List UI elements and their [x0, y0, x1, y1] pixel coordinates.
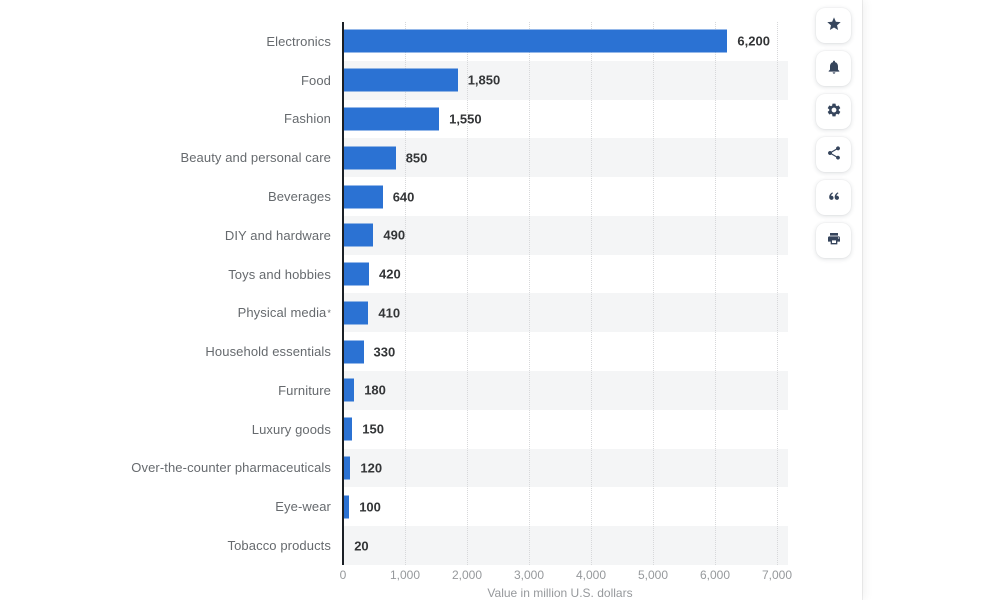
plot-cell: 420 [343, 255, 788, 294]
value-label: 330 [373, 344, 396, 360]
chart-row: Food 1,850 [0, 60, 788, 100]
y-axis-line [342, 22, 344, 565]
bar [343, 340, 364, 364]
x-axis-tick: 1,000 [389, 568, 421, 582]
value-label: 20 [354, 538, 369, 554]
plot-cell: 490 [343, 215, 788, 255]
bar [343, 417, 353, 441]
category-label: Beauty and personal care [180, 150, 331, 166]
plot-cell: 1,850 [343, 60, 788, 100]
chart-row: Household essentials 330 [0, 332, 788, 371]
x-axis-tick: 6,000 [699, 568, 731, 582]
favorite-button[interactable] [816, 8, 851, 43]
bar [343, 223, 374, 247]
action-toolbar [816, 8, 851, 266]
plot-cell: 640 [343, 177, 788, 216]
category-label: Fashion [284, 111, 331, 127]
chart-panel: Electronics 6,200 Food 1,850 Fashion 1,550 Bea… [0, 22, 862, 600]
value-label: 490 [383, 227, 406, 243]
bar [343, 262, 369, 286]
plot-cell: 1,550 [343, 100, 788, 139]
plot-cell: 410 [343, 293, 788, 333]
bar-chart: Electronics 6,200 Food 1,850 Fashion 1,550 Bea… [0, 22, 862, 600]
chart-row: Tobacco products 20 [0, 526, 788, 565]
value-label: 150 [362, 421, 384, 437]
chart-row: Furniture 180 [0, 371, 788, 410]
x-axis-tick: 4,000 [575, 568, 607, 582]
bar [343, 29, 728, 53]
x-axis-ticks: 0 1,000 2,000 3,000 4,000 5,000 6,000 7,000 [0, 568, 862, 584]
category-label: Furniture [278, 382, 331, 398]
x-axis-tick: 0 [339, 568, 347, 582]
x-axis-tick: 2,000 [451, 568, 483, 582]
gear-icon [826, 102, 842, 121]
chart-row: Luxury goods 150 [0, 410, 788, 449]
value-label: 1,550 [449, 111, 482, 127]
category-label: Tobacco products [227, 538, 331, 554]
bar [343, 456, 351, 480]
value-label: 640 [392, 189, 415, 205]
chart-rows: Electronics 6,200 Food 1,850 Fashion 1,550 Bea… [0, 22, 788, 565]
category-label: Eye-wear [275, 499, 331, 515]
chart-row: Physical media * 410 [0, 293, 788, 333]
plot-cell: 20 [343, 526, 788, 565]
plot-cell: 180 [343, 371, 788, 410]
alerts-button[interactable] [816, 51, 851, 86]
bell-icon [826, 59, 842, 78]
value-label: 120 [360, 460, 383, 476]
x-axis-tick: 5,000 [637, 568, 669, 582]
plot-cell: 120 [343, 448, 788, 488]
cite-button[interactable] [816, 180, 851, 215]
bar [343, 146, 396, 170]
category-label: Beverages [267, 189, 331, 205]
chart-row: Toys and hobbies 420 [0, 255, 788, 294]
value-label: 6,200 [737, 33, 770, 49]
print-button[interactable] [816, 223, 851, 258]
plot-cell: 150 [343, 410, 788, 449]
category-label: Physical media * [237, 305, 331, 321]
value-label: 1,850 [467, 72, 501, 88]
plot-cell: 100 [343, 487, 788, 526]
bar [343, 107, 440, 131]
value-label: 410 [378, 305, 401, 321]
chart-row: Electronics 6,200 [0, 22, 788, 61]
chart-row: Fashion 1,550 [0, 100, 788, 139]
chart-row: DIY and hardware 490 [0, 215, 788, 255]
plot-cell: 850 [343, 138, 788, 178]
bar [343, 495, 350, 519]
chart-row: Eye-wear 100 [0, 487, 788, 526]
bar [343, 301, 369, 325]
settings-button[interactable] [816, 94, 851, 129]
star-icon [826, 16, 842, 35]
x-axis-tick: 3,000 [513, 568, 545, 582]
plot-cell: 330 [343, 332, 788, 371]
value-label: 180 [364, 382, 386, 398]
value-label: 420 [379, 266, 401, 282]
category-label: Food [300, 72, 331, 88]
category-label: Electronics [266, 33, 331, 49]
category-label: Over-the-counter pharmaceuticals [131, 460, 331, 476]
quote-icon [826, 188, 842, 207]
plot-cell: 6,200 [343, 22, 788, 61]
share-button[interactable] [816, 137, 851, 172]
chart-row: Over-the-counter pharmaceuticals 120 [0, 448, 788, 488]
chart-row: Beauty and personal care 850 [0, 138, 788, 178]
category-label: Household essentials [205, 344, 331, 360]
category-label: Luxury goods [251, 421, 331, 437]
value-label: 100 [359, 499, 381, 515]
x-axis-label: Value in million U.S. dollars [487, 586, 633, 600]
x-axis-tick: 7,000 [761, 568, 793, 582]
bar [343, 378, 355, 402]
value-label: 850 [405, 150, 428, 166]
category-label: DIY and hardware [224, 227, 331, 243]
chart-row: Beverages 640 [0, 177, 788, 216]
printer-icon [826, 231, 842, 250]
bar [343, 68, 458, 92]
bar [343, 185, 383, 209]
share-icon [826, 145, 842, 164]
category-label: Toys and hobbies [228, 266, 331, 282]
